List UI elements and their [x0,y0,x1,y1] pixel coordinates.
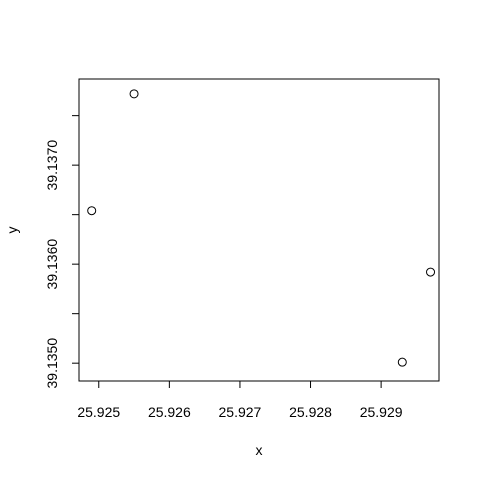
y-tick-label: 39.1360 [44,239,60,290]
y-tick-label: 39.1370 [44,140,60,191]
x-tick-label: 25.929 [360,404,403,420]
x-tick-label: 25.925 [77,404,120,420]
data-point [87,206,97,216]
data-point [129,89,139,99]
x-axis: 25.925 25.926 25.927 25.928 25.929 [77,380,403,420]
plot-frame [78,78,440,382]
x-tick-label: 25.926 [148,404,191,420]
y-axis: 39.1350 39.1360 39.1370 [44,115,80,389]
x-tick-label: 25.928 [289,404,332,420]
x-axis-label: x [256,442,263,458]
y-axis-label: y [4,227,20,234]
data-point [426,267,436,277]
data-point [397,357,407,367]
data-points [87,89,436,367]
x-tick-label: 25.927 [219,404,262,420]
y-tick-label: 39.1350 [44,338,60,389]
